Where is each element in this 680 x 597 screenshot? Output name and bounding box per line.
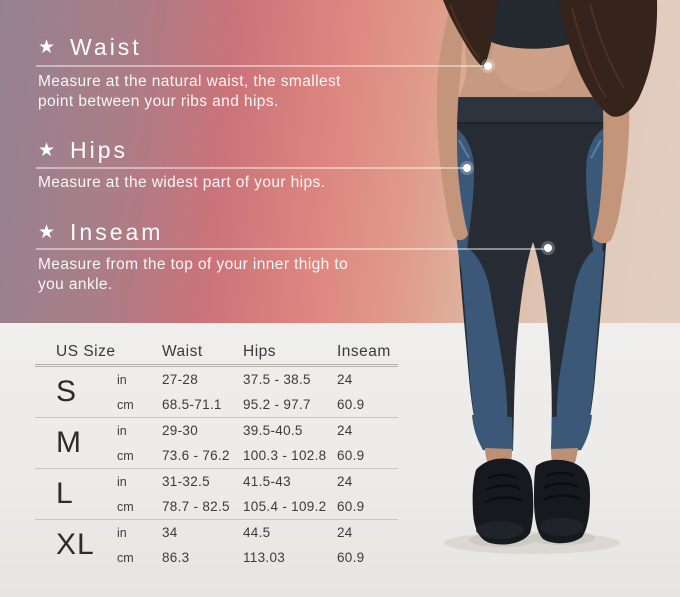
- unit-label: in: [117, 525, 127, 540]
- column-header-waist: Waist: [162, 343, 203, 360]
- star-icon: ★: [38, 222, 56, 243]
- waist-in: 31-32.5: [162, 474, 210, 489]
- model-shoe-toe-right: [540, 518, 584, 536]
- model-calf-panel-left: [460, 248, 508, 451]
- inseam-in: 24: [337, 474, 353, 489]
- size-label: S: [56, 375, 78, 408]
- model-shoe-toe-left: [476, 521, 524, 539]
- inseam-cm: 60.9: [337, 499, 365, 514]
- model-calf-panel-right: [556, 248, 604, 451]
- inseam-in: 24: [337, 423, 353, 438]
- section-desc-inseam: Measure from the top of your inner thigh…: [38, 256, 349, 293]
- model-pocket-zip-right: [590, 139, 602, 159]
- section-title-inseam: Inseam: [70, 219, 164, 245]
- unit-label: in: [117, 423, 127, 438]
- waist-in: 34: [162, 525, 178, 540]
- waist-cm: 68.5-71.1: [162, 397, 222, 412]
- hips-in: 44.5: [243, 525, 271, 540]
- table-row-size-l: L in 31-32.5 41.5-43 24 cm 78.7 - 82.5 1…: [35, 469, 398, 520]
- waist-cm: 86.3: [162, 550, 190, 565]
- model-hair-strand-1: [571, 7, 607, 99]
- table-row-size-m: M in 29-30 39.5-40.5 24 cm 73.6 - 76.2 1…: [35, 418, 398, 469]
- table-row-size-xl: XL in 34 44.5 24 cm 86.3 113.03 60.9: [35, 520, 398, 570]
- hips-in: 39.5-40.5: [243, 423, 303, 438]
- model-hair-strand-2: [589, 3, 625, 89]
- hips-pointer-dot: [463, 164, 471, 172]
- hips-pointer-line: [36, 161, 474, 175]
- hips-cm: 100.3 - 102.8: [243, 448, 327, 463]
- section-hips: ★ Hips: [38, 137, 128, 164]
- table-row-size-s: S in 27-28 37.5 - 38.5 24 cm 68.5-71.1 9…: [35, 367, 398, 418]
- unit-label: cm: [117, 499, 134, 514]
- model-pocket-zip-left: [458, 139, 470, 159]
- section-desc-hips: Measure at the widest part of your hips.: [38, 174, 326, 191]
- size-chart-table: US Size Waist Hips Inseam S in 27-28 37.…: [35, 340, 398, 570]
- model-arm-left: [436, 0, 468, 241]
- waist-pointer-line: [36, 59, 495, 73]
- inseam-in: 24: [337, 525, 353, 540]
- column-header-hips: Hips: [243, 343, 277, 360]
- size-label: L: [56, 477, 74, 510]
- inseam-pointer-line: [36, 241, 555, 255]
- unit-label: cm: [117, 448, 134, 463]
- model-leggings-waistband: [451, 97, 609, 122]
- waist-cm: 73.6 - 76.2: [162, 448, 230, 463]
- unit-label: cm: [117, 397, 134, 412]
- size-label: M: [56, 426, 82, 459]
- inseam-cm: 60.9: [337, 550, 365, 565]
- size-label: XL: [56, 528, 95, 561]
- model-hair-strand-3: [449, 3, 480, 59]
- section-waist: ★ Waist: [38, 34, 142, 61]
- star-icon: ★: [38, 140, 56, 161]
- section-title-waist: Waist: [70, 34, 142, 60]
- hips-cm: 95.2 - 97.7: [243, 397, 311, 412]
- unit-label: in: [117, 372, 127, 387]
- inseam-cm: 60.9: [337, 397, 365, 412]
- waist-cm: 78.7 - 82.5: [162, 499, 230, 514]
- waist-in: 29-30: [162, 423, 199, 438]
- waist-pointer-dot: [484, 62, 492, 70]
- size-table-header: US Size Waist Hips Inseam: [35, 340, 398, 367]
- model-ankle-cuff-left: [472, 415, 513, 451]
- inseam-cm: 60.9: [337, 448, 365, 463]
- waist-in: 27-28: [162, 372, 199, 387]
- hips-cm: 105.4 - 109.2: [243, 499, 327, 514]
- inseam-in: 24: [337, 372, 353, 387]
- hips-in: 37.5 - 38.5: [243, 372, 311, 387]
- hips-cm: 113.03: [243, 550, 286, 565]
- model-hair-left: [443, 0, 497, 68]
- section-desc-waist: Measure at the natural waist, the smalle…: [38, 73, 341, 110]
- column-header-inseam: Inseam: [337, 343, 391, 360]
- inseam-pointer-dot: [544, 244, 552, 252]
- section-title-hips: Hips: [70, 137, 129, 163]
- section-inseam: ★ Inseam: [38, 219, 163, 246]
- model-shoe-laces: [484, 472, 581, 503]
- star-icon: ★: [38, 37, 56, 58]
- model-ankle-cuff-right: [551, 415, 592, 451]
- unit-label: in: [117, 474, 127, 489]
- column-header-us-size: US Size: [56, 343, 116, 360]
- unit-label: cm: [117, 550, 134, 565]
- hips-in: 41.5-43: [243, 474, 291, 489]
